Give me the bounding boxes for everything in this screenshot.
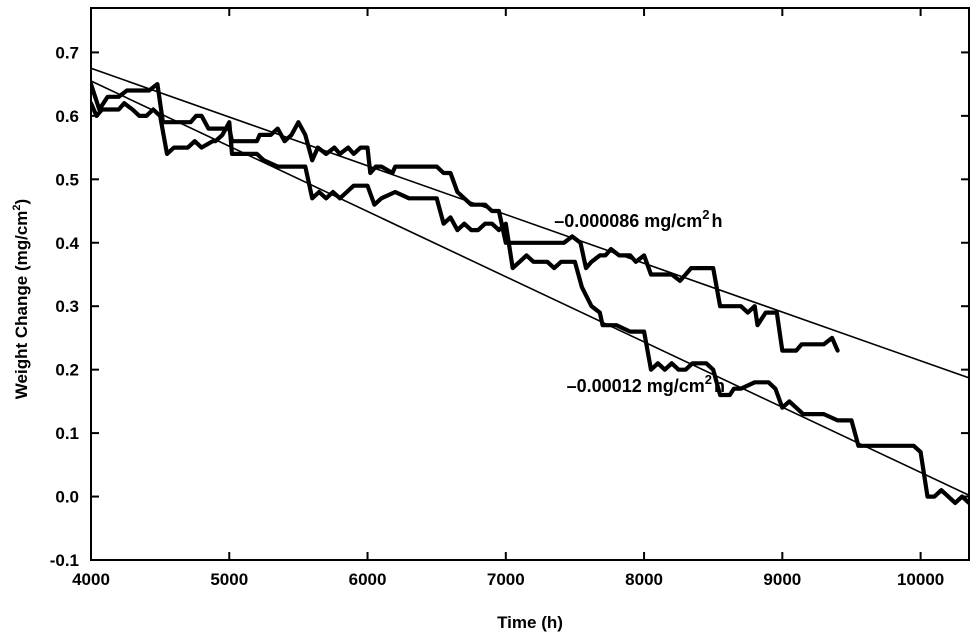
y-axis-label-main: Weight Change (mg/cm	[12, 211, 31, 400]
y-axis-label-suffix: )	[12, 199, 31, 205]
axes-layer: 4000 5000 6000 7000 8000 9000 10000 -0.1 0.0 0.1 0…	[50, 7, 970, 589]
y-tick-label: 0.1	[55, 424, 79, 443]
y-tick-label: 0.2	[55, 361, 79, 380]
x-tick-label: 8000	[625, 570, 663, 589]
fit-line-1	[91, 67, 969, 379]
slope-annotation-sup: 2	[702, 207, 709, 222]
y-tick-label: 0.0	[55, 488, 79, 507]
x-tick-label: 6000	[349, 570, 387, 589]
y-tick-label: 0.4	[55, 234, 79, 253]
y-axis-label-sup: 2	[11, 204, 23, 210]
fit-lines-layer	[91, 67, 969, 497]
slope-annotation-1: –0.000086 mg/cm2 h	[554, 207, 722, 231]
y-axis-label: Weight Change (mg/cm2)	[11, 199, 31, 399]
slope-annotation-2: –0.00012 mg/cm2 h	[567, 372, 725, 396]
series-layer	[91, 82, 969, 505]
y-tick-label: 0.7	[55, 43, 79, 62]
axis-label-layer: Time (h) Weight Change (mg/cm2)	[11, 199, 563, 632]
y-tick-label: 0.6	[55, 107, 79, 126]
x-tick-label: 5000	[210, 570, 248, 589]
x-tick-label: 4000	[72, 570, 110, 589]
slope-annotation-text: –0.000086 mg/cm	[554, 211, 702, 231]
y-tick-label: 0.5	[55, 170, 79, 189]
x-tick-label: 7000	[487, 570, 525, 589]
y-tick-label: 0.3	[55, 297, 79, 316]
y-tick-label: -0.1	[50, 551, 79, 570]
x-tick-label: 10000	[897, 570, 944, 589]
x-tick-label: 9000	[763, 570, 801, 589]
annotation-layer: –0.000086 mg/cm2 h–0.00012 mg/cm2 h	[554, 207, 725, 396]
x-axis-label: Time (h)	[497, 613, 563, 632]
slope-annotation-unit: h	[712, 211, 723, 231]
plot-frame	[90, 7, 970, 561]
fit-line-2	[91, 80, 969, 497]
slope-annotation-unit: h	[714, 376, 725, 396]
series-line-1	[91, 82, 840, 353]
series-line-2	[91, 101, 969, 505]
slope-annotation-text: –0.00012 mg/cm	[567, 376, 705, 396]
slope-annotation-sup: 2	[705, 372, 712, 387]
